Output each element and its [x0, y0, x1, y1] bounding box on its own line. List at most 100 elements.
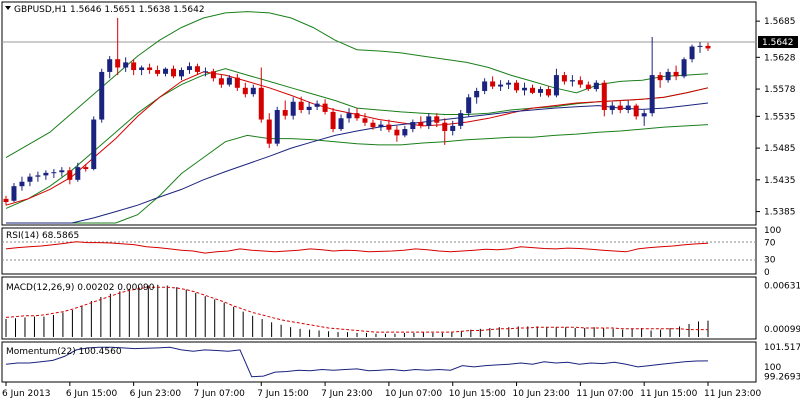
- candle-body: [530, 87, 535, 93]
- candle-body: [514, 82, 520, 91]
- candle-body: [115, 59, 121, 68]
- candle-body: [186, 66, 192, 71]
- candle-body: [75, 167, 81, 180]
- candle-body: [290, 101, 296, 116]
- candle-body: [51, 172, 57, 174]
- candle-body: [67, 170, 73, 180]
- candle-body: [633, 105, 639, 117]
- candle-body: [147, 67, 153, 71]
- macd-panel: 0.00631 0.00099 MACD(12,26,9) 0.00202 0.0…: [1, 276, 800, 340]
- momentum-panel-frame: [1, 341, 757, 383]
- candle-body: [59, 170, 65, 173]
- candle-body: [577, 80, 583, 85]
- x-tick-label: 11 Jun 07:00: [576, 389, 633, 399]
- candle-body: [19, 181, 25, 187]
- candle-body: [314, 103, 320, 107]
- candle-body: [298, 101, 304, 111]
- candle-body: [498, 84, 504, 87]
- candle-body: [362, 118, 368, 123]
- y-tick-label: 1.5578: [764, 85, 796, 95]
- y-tick-label: 1.5485: [764, 144, 796, 154]
- symbol-header: GBPUSD,H1 1.5646 1.5651 1.5638 1.5642: [14, 5, 205, 15]
- candle-body: [522, 87, 528, 91]
- x-tick-label: 7 Jun 07:00: [193, 389, 245, 399]
- bb-upper-line: [5, 11, 709, 159]
- y-tick-label: 1.5385: [764, 208, 796, 218]
- candle-body: [226, 77, 232, 85]
- candle-body: [386, 124, 392, 130]
- macd-histogram: [5, 284, 709, 337]
- candle-body: [593, 82, 599, 90]
- candle-body: [537, 89, 543, 93]
- x-tick-label: 10 Jun 23:00: [513, 389, 570, 399]
- momentum-polyline: [5, 346, 709, 378]
- x-tick-label: 6 Jun 23:00: [130, 389, 182, 399]
- x-tick-label: 7 Jun 15:00: [257, 389, 309, 399]
- candlesticks: [3, 17, 711, 206]
- y-tick-label: 1.5435: [764, 176, 796, 186]
- candle-body: [601, 82, 607, 111]
- macd-signal-polyline: [5, 286, 708, 333]
- candle-body: [649, 75, 655, 114]
- candle-body: [330, 111, 336, 130]
- macd-tick-label: 0.00631: [764, 281, 800, 291]
- candle-body: [545, 89, 551, 96]
- x-tick-label: 10 Jun 15:00: [449, 389, 506, 399]
- candle-body: [107, 59, 113, 72]
- candle-body: [697, 45, 703, 47]
- rsi-tick-label: 70: [764, 239, 776, 249]
- candle-body: [346, 113, 352, 119]
- candle-body: [322, 103, 328, 112]
- candle-body: [274, 110, 280, 144]
- candle-body: [242, 87, 248, 95]
- candle-body: [553, 75, 559, 96]
- candle-body: [3, 198, 9, 203]
- candle-body: [434, 116, 440, 123]
- candle-body: [171, 68, 177, 77]
- candle-body: [35, 175, 41, 177]
- current-price-label: 1.5642: [762, 38, 794, 48]
- macd-tick-label: 0.00099: [764, 325, 800, 335]
- candle-body: [474, 90, 480, 98]
- candle-body: [155, 70, 161, 74]
- candle-body: [266, 119, 272, 144]
- candle-body: [705, 45, 711, 49]
- bb-lower-line: [6, 124, 709, 224]
- x-tick-label: 11 Jun 15:00: [640, 389, 697, 399]
- rsi-panel: 100 70 30 0 RSI(14) 68.5865: [1, 226, 781, 278]
- candle-body: [466, 97, 472, 114]
- rsi-polyline: [5, 241, 709, 254]
- candle-body: [402, 129, 408, 136]
- candle-body: [250, 87, 256, 95]
- candle-body: [426, 116, 432, 126]
- candle-body: [83, 167, 89, 170]
- x-axis: 6 Jun 2013 6 Jun 15:00 6 Jun 23:00 7 Jun 07…: [2, 382, 761, 399]
- candle-body: [673, 71, 679, 77]
- x-tick-label: 11 Jun 23:00: [704, 389, 761, 399]
- candle-body: [506, 82, 512, 85]
- momentum-tick-label: 101.5178: [764, 343, 800, 353]
- rsi-y-axis: 100 70 30 0: [764, 226, 781, 278]
- candle-body: [131, 62, 137, 71]
- candle-body: [338, 118, 344, 130]
- candle-body: [163, 68, 169, 74]
- rsi-line: [5, 241, 709, 254]
- candle-body: [99, 71, 105, 120]
- macd-panel-frame: [1, 276, 757, 340]
- macd-title: MACD(12,26,9) 0.00202 0.00090: [6, 283, 155, 293]
- current-price-box: [758, 36, 798, 48]
- candle-body: [282, 110, 288, 116]
- candle-body: [91, 119, 97, 170]
- rsi-title: RSI(14) 68.5865: [6, 231, 79, 241]
- macd-y-axis: 0.00631 0.00099: [764, 281, 800, 334]
- candle-body: [665, 71, 671, 81]
- candle-body: [202, 71, 208, 73]
- candle-body: [139, 67, 145, 71]
- x-tick-label: 6 Jun 2013: [2, 389, 50, 399]
- momentum-tick-label: 99.2693: [764, 372, 800, 382]
- candle-body: [681, 59, 687, 77]
- rsi-tick-label: 100: [764, 226, 781, 236]
- collapse-triangle-icon[interactable]: [5, 6, 11, 10]
- main-price-panel: 1.5685 1.5628 1.5578 1.5535 1.5485 1.5435 1.53…: [1, 1, 798, 226]
- momentum-line: [5, 346, 709, 378]
